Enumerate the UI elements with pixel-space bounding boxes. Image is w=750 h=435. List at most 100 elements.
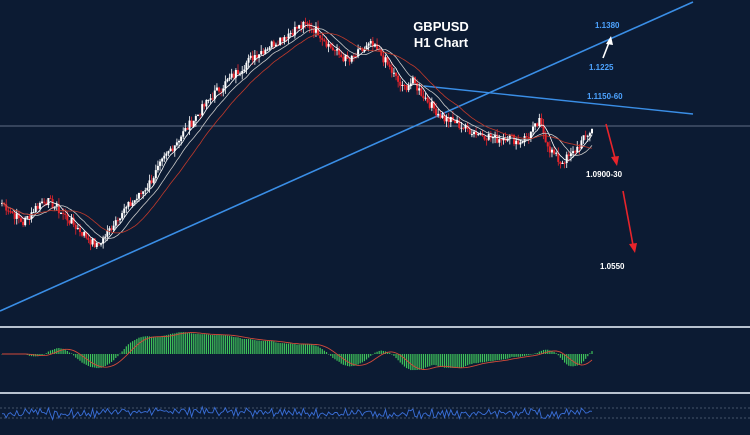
candle — [502, 133, 505, 145]
candle — [529, 131, 532, 142]
candle — [266, 47, 269, 52]
macd-bar — [500, 354, 502, 360]
macd-bar — [260, 340, 262, 354]
macd-bar — [125, 346, 127, 354]
macd-bar — [92, 354, 94, 368]
candle — [508, 134, 511, 145]
macd-bar — [199, 334, 201, 354]
macd-bar — [302, 343, 304, 354]
macd-bar — [281, 343, 283, 354]
candle — [456, 115, 459, 124]
macd-bar — [365, 354, 368, 360]
candle — [572, 146, 575, 158]
candle — [422, 90, 425, 102]
macd-bar — [387, 351, 389, 354]
macd-bar — [153, 337, 155, 354]
macd-bar — [180, 332, 182, 354]
macd-bar — [43, 354, 45, 355]
candle — [298, 24, 301, 30]
macd-bar — [172, 333, 174, 354]
candle — [411, 75, 414, 85]
macd-bar — [549, 350, 551, 354]
macd-bar — [98, 354, 100, 369]
macd-bar — [275, 342, 277, 354]
macd-bar — [285, 343, 288, 354]
macd-bar — [576, 354, 578, 366]
macd-bar — [437, 354, 439, 367]
candle — [165, 151, 168, 160]
candle — [112, 220, 115, 232]
rising-trendline — [0, 1, 694, 312]
macd-bar — [399, 354, 401, 363]
macd-bar — [243, 338, 245, 354]
candle — [207, 99, 210, 104]
candle — [125, 205, 128, 213]
macd-bar — [292, 343, 294, 354]
candle — [557, 147, 560, 166]
candle — [163, 152, 166, 163]
macd-bar — [311, 344, 313, 354]
candle — [405, 85, 408, 93]
macd-bar — [521, 354, 524, 357]
macd-bar — [422, 354, 425, 369]
macd-bar — [218, 334, 220, 354]
macd-bar — [290, 343, 292, 354]
candle — [399, 77, 402, 92]
candle — [591, 128, 593, 135]
candle — [135, 194, 138, 203]
macd-bar — [100, 354, 102, 368]
macd-bar — [380, 350, 382, 354]
up-arrow-icon — [602, 36, 613, 59]
macd-bar — [368, 354, 370, 358]
macd-bar — [351, 354, 353, 367]
candle — [281, 37, 284, 45]
macd-bar — [338, 354, 340, 362]
candle — [26, 215, 29, 220]
macd-bar — [39, 354, 41, 356]
macd-bar — [264, 340, 266, 354]
candle — [119, 217, 121, 224]
candle — [296, 25, 298, 32]
candle — [519, 139, 522, 148]
macd-bar — [161, 335, 163, 354]
candle — [232, 71, 235, 80]
macd-bar — [564, 354, 566, 363]
macd-bar — [212, 334, 214, 354]
candle — [184, 122, 187, 132]
macd-bar — [363, 354, 366, 362]
candle — [561, 160, 564, 165]
candle — [11, 210, 14, 214]
candle — [559, 161, 562, 169]
candle — [485, 137, 488, 146]
macd-bar — [256, 340, 258, 354]
candle — [121, 210, 124, 220]
macd-bar — [81, 354, 83, 363]
candle — [418, 83, 421, 95]
candle — [72, 213, 75, 228]
macd-bar — [555, 353, 557, 354]
macd-bar — [41, 354, 43, 356]
candle — [470, 129, 473, 138]
macd-bar — [372, 354, 374, 355]
macd-bar — [551, 351, 553, 354]
macd-bar — [568, 354, 570, 366]
candle — [293, 21, 296, 39]
candle — [382, 52, 385, 67]
candle — [483, 135, 486, 141]
macd-bar — [429, 354, 431, 367]
macd-bar — [507, 354, 509, 359]
candle — [538, 113, 541, 127]
level-label-lower-target: 1.0550 — [600, 262, 625, 271]
candle — [129, 197, 132, 207]
macd-bar — [294, 344, 296, 354]
macd-bar — [174, 333, 176, 354]
candle — [407, 82, 410, 93]
macd-bar — [83, 354, 85, 364]
candle — [338, 46, 341, 58]
macd-bar — [169, 333, 172, 354]
macd-bar — [325, 352, 328, 354]
macd-bar — [452, 354, 454, 368]
macd-bar — [582, 354, 585, 362]
macd-bar — [228, 335, 231, 354]
macd-bar — [51, 349, 54, 354]
